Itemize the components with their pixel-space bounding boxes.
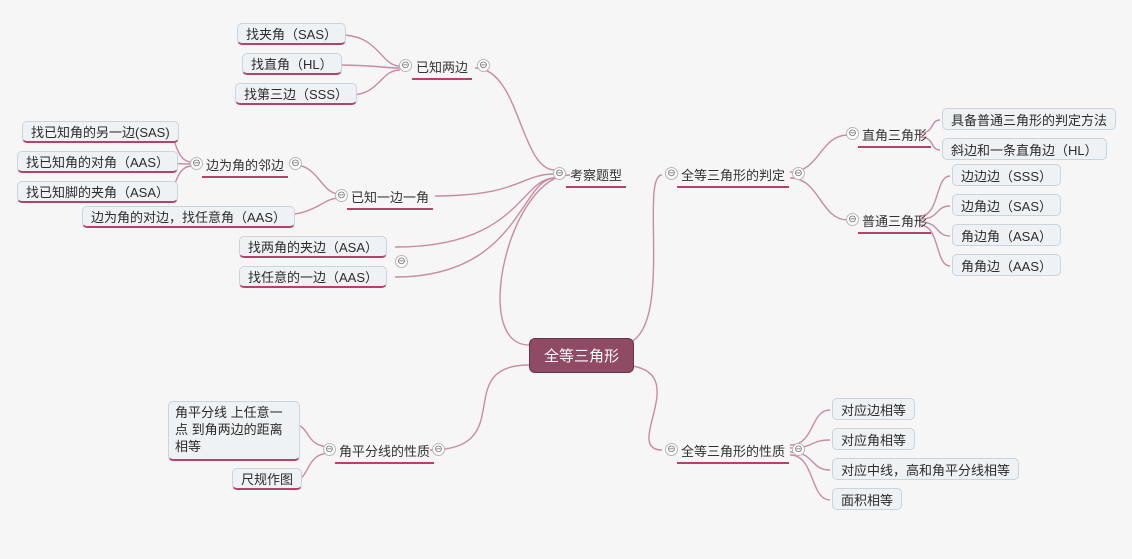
leaf-aas-opposite[interactable]: 找已知角的对角（AAS） [17,151,178,173]
toggle-icon[interactable]: ⊖ [665,167,678,180]
toggle-icon[interactable]: ⊖ [395,255,408,268]
toggle-icon[interactable]: ⊖ [792,443,805,456]
leaf-equal-angles[interactable]: 对应角相等 [832,428,915,450]
branch-two-sides[interactable]: 已知两边 [412,56,472,80]
leaf-equal-area[interactable]: 面积相等 [832,488,902,510]
branch-one-side-one-angle[interactable]: 已知一边一角 [347,186,433,210]
toggle-icon[interactable]: ⊖ [665,443,678,456]
leaf-common-method[interactable]: 具备普通三角形的判定方法 [942,108,1116,130]
leaf-any-side-aas[interactable]: 找任意的一边（AAS） [239,266,387,288]
leaf-sss-r[interactable]: 边边边（SSS） [952,164,1061,186]
toggle-icon[interactable]: ⊖ [323,443,336,456]
branch-right-triangle[interactable]: 直角三角形 [858,124,931,148]
leaf-text: 角平分线 上任意一点 到角两边的距离相等 [175,405,293,456]
branch-determination[interactable]: 全等三角形的判定 [677,164,789,188]
branch-properties[interactable]: 全等三角形的性质 [677,440,789,464]
toggle-icon[interactable]: ⊖ [289,157,302,170]
leaf-opposite-aas[interactable]: 边为角的对边，找任意角（AAS） [82,206,295,228]
leaf-medians-heights[interactable]: 对应中线，高和角平分线相等 [832,458,1019,480]
branch-bisector[interactable]: 角平分线的性质 [335,440,434,464]
leaf-two-angles-asa[interactable]: 找两角的夹边（ASA） [239,236,387,258]
leaf-sas-r[interactable]: 边角边（SAS） [952,194,1061,216]
toggle-icon[interactable]: ⊖ [335,189,348,202]
leaf-sas-angle[interactable]: 找夹角（SAS） [237,23,346,45]
toggle-icon[interactable]: ⊖ [846,127,859,140]
leaf-sas-other-side[interactable]: 找已知角的另一边(SAS) [22,121,179,143]
leaf-sss[interactable]: 找第三边（SSS） [235,83,357,105]
toggle-icon[interactable]: ⊖ [399,59,412,72]
leaf-ruler-compass[interactable]: 尺规作图 [232,468,302,490]
branch-adjacent-side[interactable]: 边为角的邻边 [202,154,288,178]
toggle-icon[interactable]: ⊖ [792,167,805,180]
leaf-aas-r[interactable]: 角角边（AAS） [952,254,1061,276]
leaf-bisector-distance[interactable]: 角平分线 上任意一点 到角两边的距离相等 [168,401,300,461]
branch-normal-triangle[interactable]: 普通三角形 [858,210,931,234]
root-node[interactable]: 全等三角形 [529,338,634,373]
toggle-icon[interactable]: ⊖ [432,443,445,456]
toggle-icon[interactable]: ⊖ [190,157,203,170]
branch-exam-types[interactable]: 考察题型 [566,164,626,188]
toggle-icon[interactable]: ⊖ [846,213,859,226]
leaf-asa-known[interactable]: 找已知脚的夹角（ASA） [17,181,178,203]
leaf-hl[interactable]: 找直角（HL） [242,53,342,75]
toggle-icon[interactable]: ⊖ [553,167,566,180]
leaf-asa-r[interactable]: 角边角（ASA） [952,224,1061,246]
toggle-icon[interactable]: ⊖ [477,59,490,72]
leaf-hl-right[interactable]: 斜边和一条直角边（HL） [942,138,1107,160]
leaf-equal-sides[interactable]: 对应边相等 [832,398,915,420]
